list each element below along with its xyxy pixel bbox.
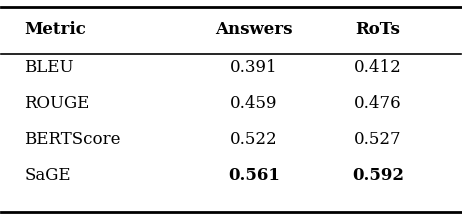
Text: ROUGE: ROUGE — [24, 95, 90, 112]
Text: BERTScore: BERTScore — [24, 131, 121, 148]
Text: 0.592: 0.592 — [352, 167, 404, 184]
Text: 0.459: 0.459 — [230, 95, 278, 112]
Text: 0.391: 0.391 — [230, 59, 278, 76]
Text: SaGE: SaGE — [24, 167, 71, 184]
Text: BLEU: BLEU — [24, 59, 74, 76]
Text: 0.412: 0.412 — [354, 59, 402, 76]
Text: RoTs: RoTs — [356, 21, 401, 38]
Text: Answers: Answers — [215, 21, 293, 38]
Text: 0.561: 0.561 — [228, 167, 280, 184]
Text: Metric: Metric — [24, 21, 86, 38]
Text: 0.522: 0.522 — [230, 131, 278, 148]
Text: 0.527: 0.527 — [354, 131, 402, 148]
Text: 0.476: 0.476 — [354, 95, 402, 112]
